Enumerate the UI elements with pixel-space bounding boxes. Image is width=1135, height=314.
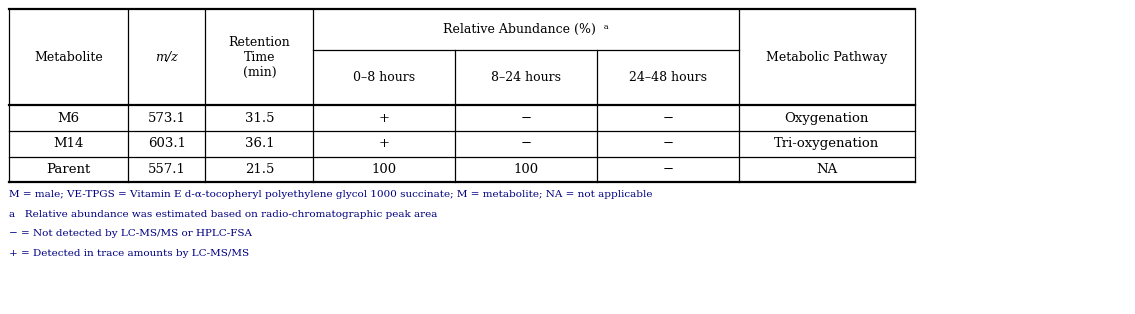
- Text: −: −: [521, 111, 531, 125]
- Text: −: −: [663, 163, 673, 176]
- Text: 603.1: 603.1: [148, 137, 186, 150]
- Text: 557.1: 557.1: [148, 163, 186, 176]
- Text: −: −: [663, 111, 673, 125]
- Text: + = Detected in trace amounts by LC-MS/MS: + = Detected in trace amounts by LC-MS/M…: [9, 249, 250, 258]
- Text: 36.1: 36.1: [244, 137, 275, 150]
- Text: Retention
Time
(min): Retention Time (min): [228, 36, 291, 79]
- Text: Oxygenation: Oxygenation: [784, 111, 869, 125]
- Text: Relative Abundance (%)  ᵃ: Relative Abundance (%) ᵃ: [443, 23, 609, 36]
- Text: m/z: m/z: [155, 51, 178, 64]
- Text: Metabolic Pathway: Metabolic Pathway: [766, 51, 888, 64]
- Text: 8–24 hours: 8–24 hours: [491, 71, 561, 84]
- Text: 21.5: 21.5: [245, 163, 274, 176]
- Text: M6: M6: [58, 111, 79, 125]
- Text: −: −: [663, 137, 673, 150]
- Text: 100: 100: [371, 163, 397, 176]
- Text: Metabolite: Metabolite: [34, 51, 103, 64]
- Text: 100: 100: [513, 163, 539, 176]
- Text: Parent: Parent: [47, 163, 91, 176]
- Text: 24–48 hours: 24–48 hours: [629, 71, 707, 84]
- Text: 0–8 hours: 0–8 hours: [353, 71, 415, 84]
- Text: M14: M14: [53, 137, 84, 150]
- Text: +: +: [379, 137, 389, 150]
- Text: 573.1: 573.1: [148, 111, 186, 125]
- Text: 31.5: 31.5: [245, 111, 274, 125]
- Text: NA: NA: [816, 163, 838, 176]
- Text: − = Not detected by LC-MS/MS or HPLC-FSA: − = Not detected by LC-MS/MS or HPLC-FSA: [9, 229, 252, 238]
- Text: M = male; VE-TPGS = Vitamin E d-α-tocopheryl polyethylene glycol 1000 succinate;: M = male; VE-TPGS = Vitamin E d-α-tocoph…: [9, 190, 653, 199]
- Text: a   Relative abundance was estimated based on radio-chromatographic peak area: a Relative abundance was estimated based…: [9, 210, 437, 219]
- Text: −: −: [521, 137, 531, 150]
- Text: Tri-oxygenation: Tri-oxygenation: [774, 137, 880, 150]
- Text: +: +: [379, 111, 389, 125]
